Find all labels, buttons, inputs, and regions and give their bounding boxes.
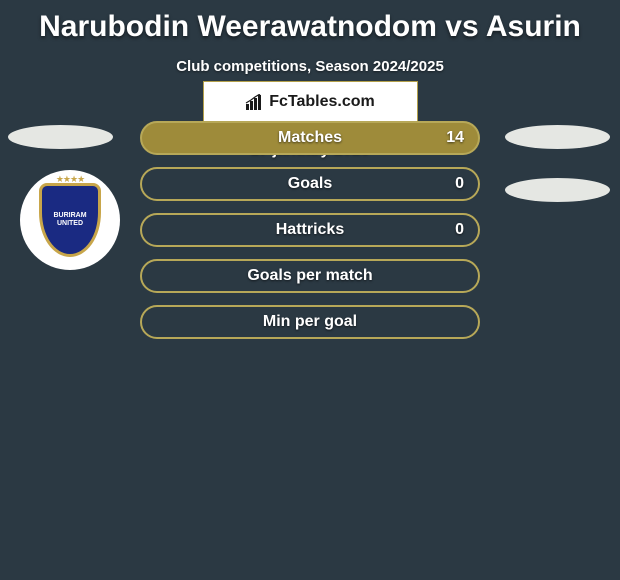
brand-label: FcTables.com — [269, 93, 375, 111]
stat-bar: Min per goal — [140, 305, 480, 339]
stat-bar: Goals per match — [140, 259, 480, 293]
stat-value: 0 — [455, 175, 464, 193]
stat-label: Goals per match — [247, 267, 372, 285]
left-ellipse — [8, 125, 113, 149]
stat-value: 14 — [446, 129, 464, 147]
crest-stars-icon: ★★★★ — [56, 174, 84, 185]
crest-text-line1: BURIRAM — [53, 212, 86, 220]
chart-icon — [245, 94, 265, 110]
right-ellipse-1 — [505, 125, 610, 149]
stat-label: Goals — [288, 175, 332, 193]
crest-text-line2: UNITED — [57, 220, 83, 228]
club-crest: ★★★★ BURIRAM UNITED — [20, 170, 120, 270]
brand-box: FcTables.com — [203, 81, 418, 123]
stat-label: Hattricks — [276, 221, 344, 239]
stat-bar: Matches 14 — [140, 121, 480, 155]
right-ellipse-2 — [505, 178, 610, 202]
stat-bar: Hattricks 0 — [140, 213, 480, 247]
page-title: Narubodin Weerawatnodom vs Asurin — [0, 0, 620, 44]
stat-label: Min per goal — [263, 313, 357, 331]
stat-label: Matches — [278, 129, 342, 147]
stat-bar: Goals 0 — [140, 167, 480, 201]
stats-list: Matches 14 Goals 0 Hattricks 0 Goals per match… — [140, 121, 480, 351]
stat-value: 0 — [455, 221, 464, 239]
subtitle: Club competitions, Season 2024/2025 — [0, 58, 620, 75]
